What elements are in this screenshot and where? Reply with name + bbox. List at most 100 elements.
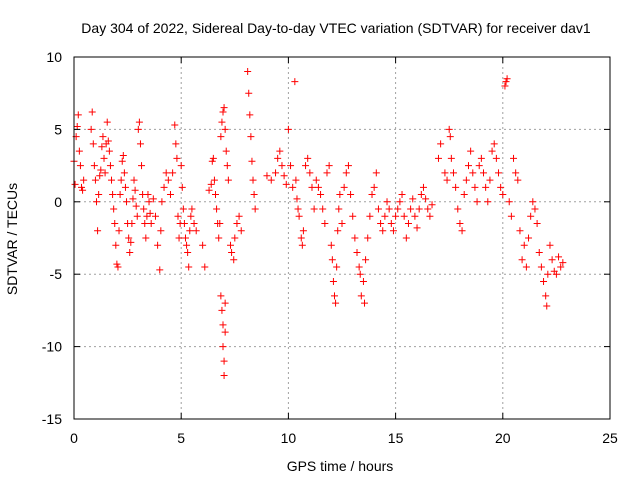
- data-point: [169, 169, 177, 177]
- data-point: [205, 186, 213, 194]
- data-point: [111, 220, 119, 228]
- data-point: [356, 270, 364, 278]
- data-point: [175, 234, 183, 242]
- data-point: [559, 259, 567, 267]
- y-tick-label: -10: [42, 339, 62, 355]
- data-point: [456, 220, 464, 228]
- data-point: [120, 169, 128, 177]
- data-point: [428, 201, 436, 209]
- data-point: [377, 220, 385, 228]
- data-point: [136, 140, 144, 148]
- data-point: [144, 191, 152, 199]
- data-point: [230, 256, 238, 264]
- data-point: [555, 253, 563, 261]
- data-point: [389, 227, 397, 235]
- data-point: [180, 220, 188, 228]
- data-point: [385, 205, 393, 213]
- data-point: [101, 169, 109, 177]
- data-point: [263, 172, 271, 180]
- data-point: [74, 111, 82, 119]
- data-point: [424, 205, 432, 213]
- data-point: [351, 234, 359, 242]
- data-point: [447, 154, 455, 162]
- data-point: [178, 183, 186, 191]
- data-point: [219, 343, 227, 351]
- data-point: [149, 195, 157, 203]
- data-point: [329, 277, 337, 285]
- y-tick-label: -5: [50, 266, 63, 282]
- data-point: [134, 125, 142, 133]
- data-point: [304, 154, 312, 162]
- data-point: [460, 191, 468, 199]
- data-point: [441, 169, 449, 177]
- data-point: [251, 205, 259, 213]
- data-point: [284, 125, 292, 133]
- data-point: [400, 212, 408, 220]
- data-point: [123, 198, 131, 206]
- data-point: [325, 162, 333, 170]
- data-point: [464, 162, 472, 170]
- data-point: [502, 78, 510, 86]
- data-point: [235, 212, 243, 220]
- data-point: [221, 125, 229, 133]
- data-points: [70, 67, 567, 380]
- data-point: [469, 169, 477, 177]
- data-point: [245, 89, 253, 97]
- data-point: [522, 263, 530, 271]
- data-point: [490, 140, 498, 148]
- data-point: [443, 176, 451, 184]
- data-point: [80, 176, 88, 184]
- data-point: [503, 75, 511, 83]
- data-point: [231, 234, 239, 242]
- data-point: [548, 256, 556, 264]
- x-tick-label: 5: [177, 430, 185, 446]
- data-point: [79, 186, 87, 194]
- data-point: [210, 176, 218, 184]
- data-point: [183, 241, 191, 249]
- data-point: [486, 176, 494, 184]
- data-point: [310, 205, 318, 213]
- data-point: [394, 205, 402, 213]
- data-point: [135, 118, 143, 126]
- data-point: [452, 183, 460, 191]
- data-point: [484, 198, 492, 206]
- data-point: [488, 147, 496, 155]
- data-point: [221, 299, 229, 307]
- data-point: [293, 195, 301, 203]
- data-point: [73, 123, 81, 131]
- data-point: [297, 234, 305, 242]
- data-point: [480, 169, 488, 177]
- data-point: [449, 169, 457, 177]
- data-point: [87, 125, 95, 133]
- data-point: [289, 183, 297, 191]
- data-point: [477, 154, 485, 162]
- data-point: [544, 270, 552, 278]
- data-point: [179, 205, 187, 213]
- data-point: [132, 202, 140, 210]
- data-point: [228, 248, 236, 256]
- data-point: [220, 104, 228, 112]
- data-point: [520, 241, 528, 249]
- data-point: [207, 180, 215, 188]
- data-point: [294, 205, 302, 213]
- data-point: [362, 256, 370, 264]
- data-point: [317, 191, 325, 199]
- data-point: [330, 292, 338, 300]
- data-point: [154, 241, 162, 249]
- data-point: [199, 241, 207, 249]
- data-point: [366, 212, 374, 220]
- data-point: [164, 176, 172, 184]
- data-point: [370, 183, 378, 191]
- x-tick-label: 0: [70, 430, 78, 446]
- chart-title: Day 304 of 2022, Sidereal Day-to-day VTE…: [81, 20, 591, 36]
- data-point: [287, 162, 295, 170]
- data-point: [209, 154, 217, 162]
- x-axis-label: GPS time / hours: [287, 458, 394, 474]
- plot-frame: [73, 56, 611, 420]
- data-point: [514, 176, 522, 184]
- data-point: [529, 198, 537, 206]
- data-point: [233, 220, 241, 228]
- data-point: [419, 183, 427, 191]
- data-point: [218, 118, 226, 126]
- data-point: [495, 169, 503, 177]
